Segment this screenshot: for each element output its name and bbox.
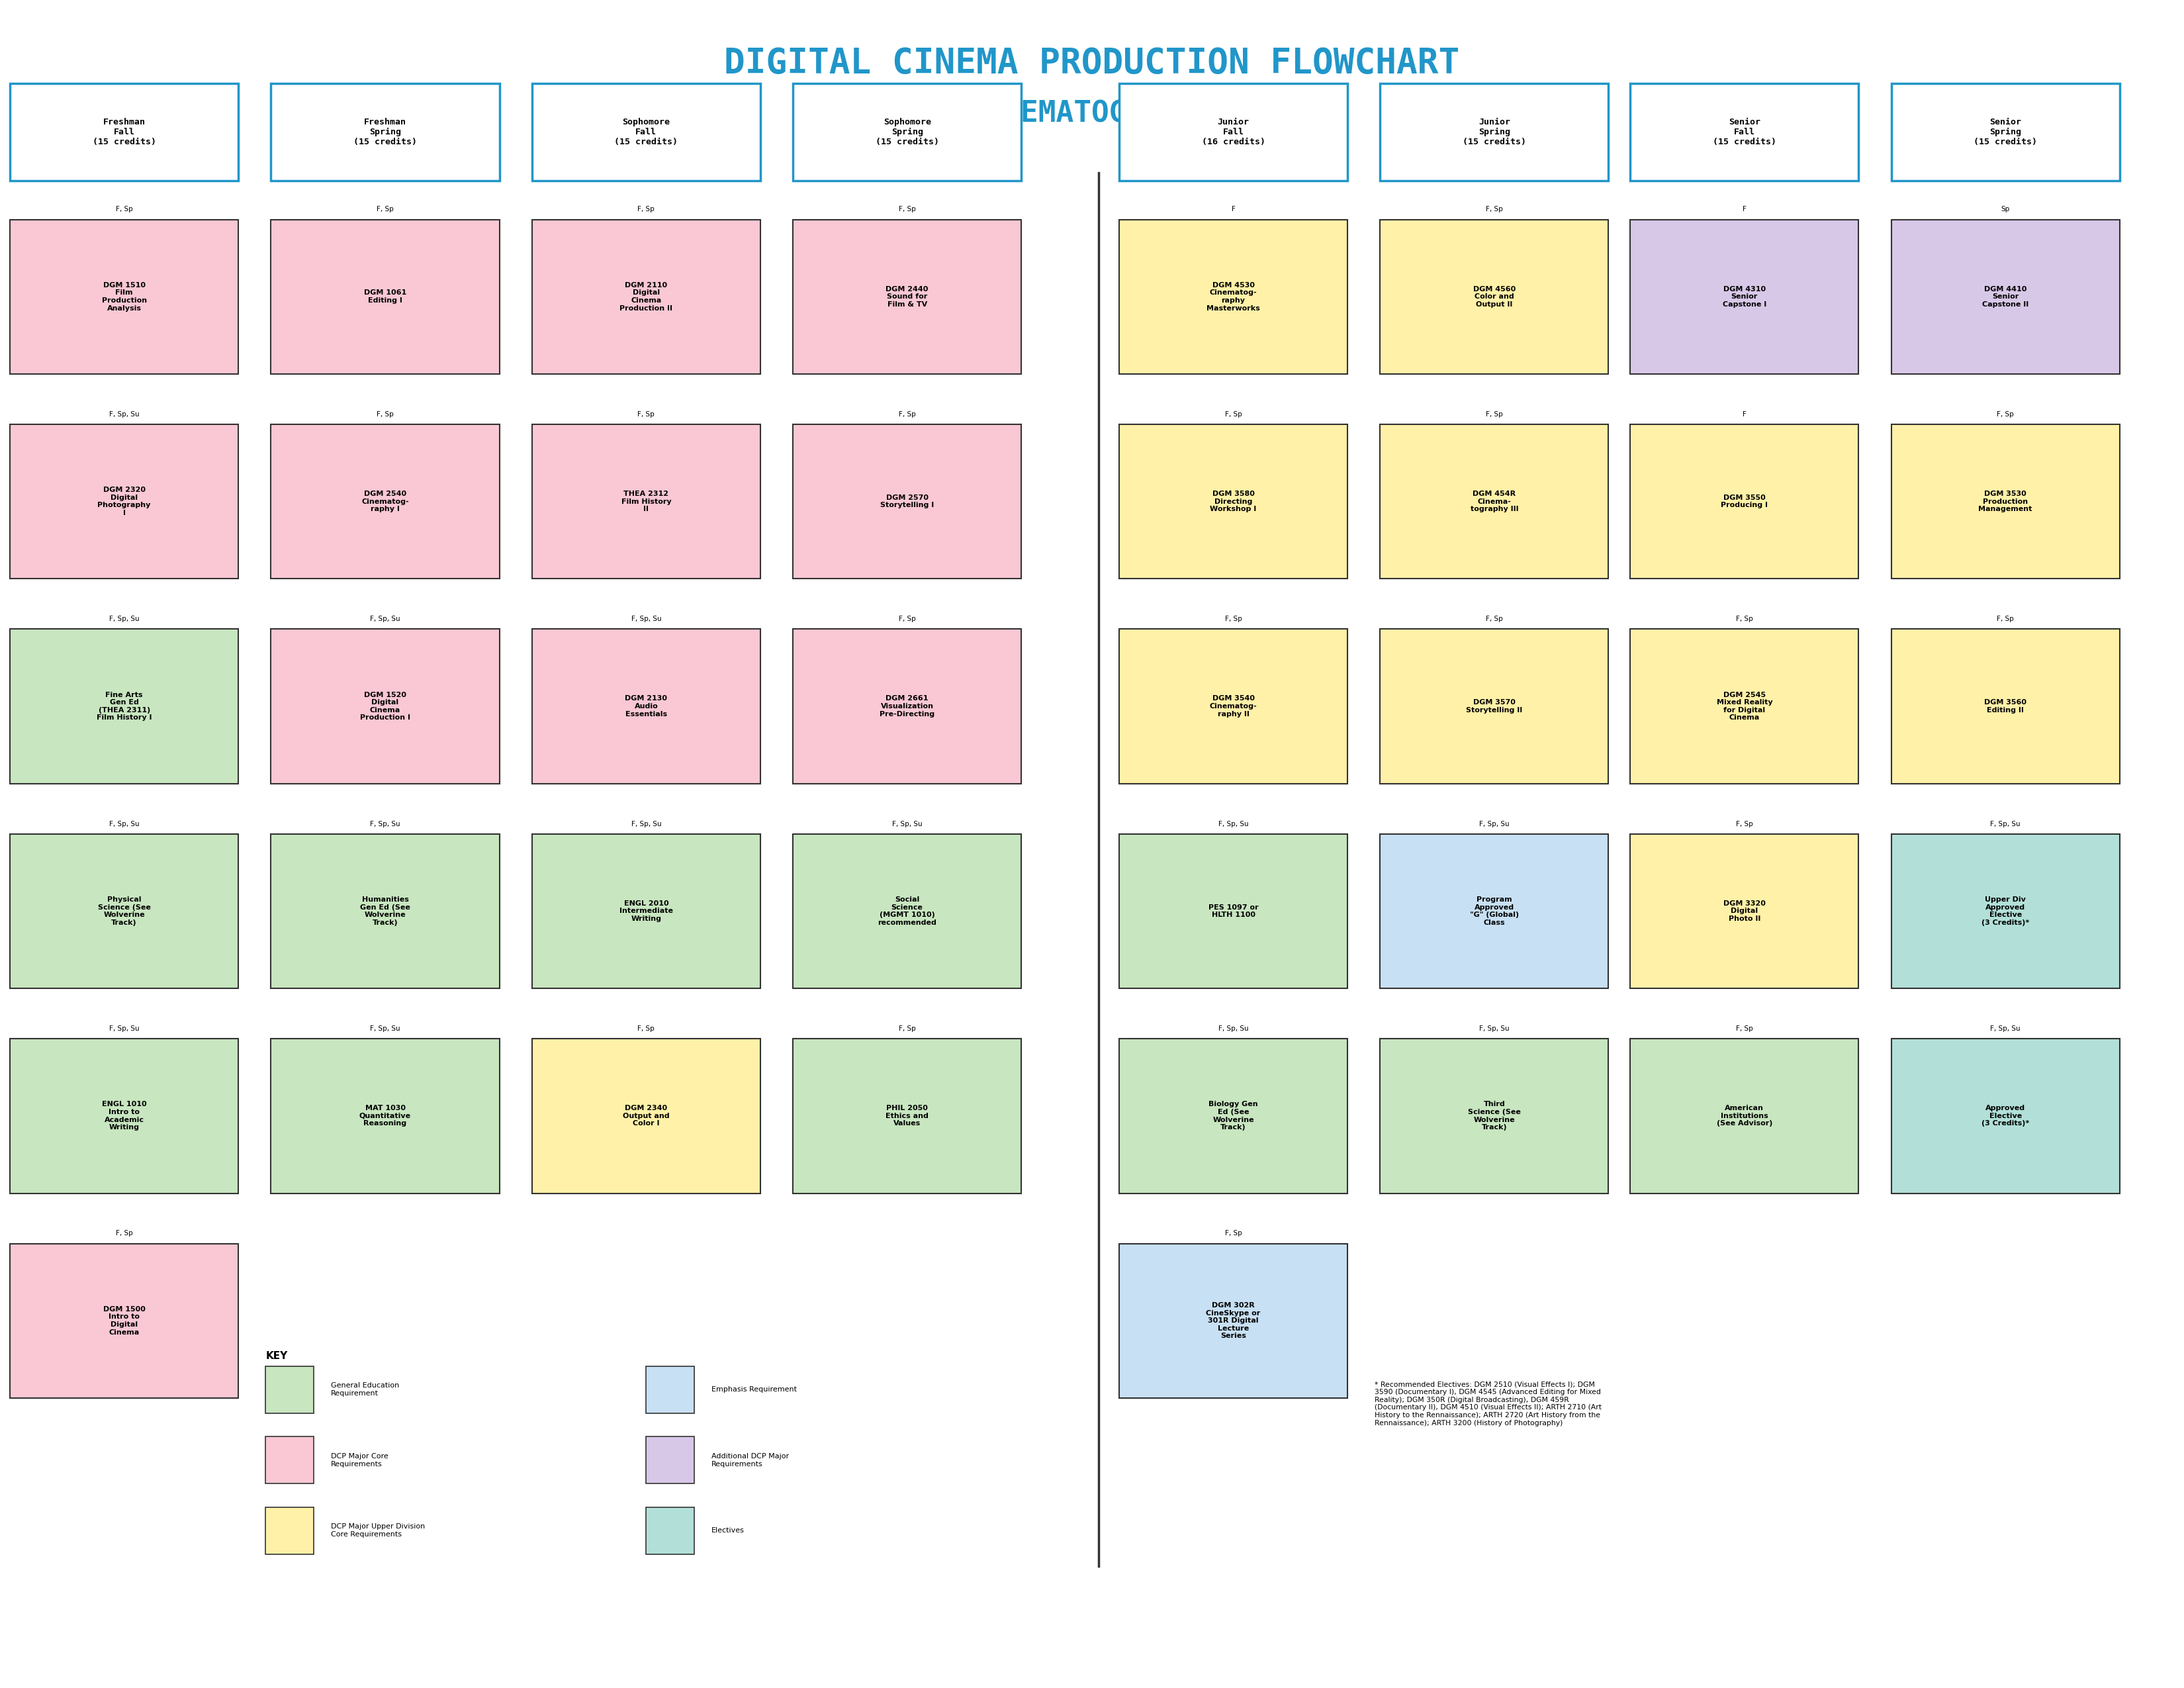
Text: F, Sp, Su: F, Sp, Su [1479, 1025, 1509, 1031]
FancyBboxPatch shape [271, 834, 500, 989]
Text: DGM 1061
Editing I: DGM 1061 Editing I [365, 290, 406, 304]
Text: DGM 2661
Visualization
Pre-Directing: DGM 2661 Visualization Pre-Directing [880, 695, 935, 717]
FancyBboxPatch shape [1118, 424, 1348, 579]
Text: DGM 2540
Cinematog-
raphy I: DGM 2540 Cinematog- raphy I [363, 491, 408, 513]
Text: PHIL 2050
Ethics and
Values: PHIL 2050 Ethics and Values [887, 1106, 928, 1128]
FancyBboxPatch shape [271, 630, 500, 783]
FancyBboxPatch shape [793, 83, 1022, 181]
Text: F, Sp: F, Sp [898, 616, 915, 623]
Text: DGM 3560
Editing II: DGM 3560 Editing II [1985, 699, 2027, 714]
Text: DGM 2130
Audio
Essentials: DGM 2130 Audio Essentials [625, 695, 668, 717]
FancyBboxPatch shape [1118, 1244, 1348, 1398]
Text: F, Sp: F, Sp [638, 1025, 655, 1031]
Text: Physical
Science (See
Wolverine
Track): Physical Science (See Wolverine Track) [98, 896, 151, 927]
Text: F, Sp: F, Sp [898, 206, 915, 213]
FancyBboxPatch shape [11, 834, 238, 989]
Text: MAT 1030
Quantitative
Reasoning: MAT 1030 Quantitative Reasoning [360, 1106, 411, 1128]
Text: F, Sp, Su: F, Sp, Su [631, 820, 662, 827]
Text: DCP Major Core
Requirements: DCP Major Core Requirements [330, 1453, 389, 1467]
Text: DGM 2320
Digital
Photography
I: DGM 2320 Digital Photography I [98, 486, 151, 517]
FancyBboxPatch shape [646, 1366, 695, 1413]
Text: F, Sp: F, Sp [376, 410, 393, 417]
FancyBboxPatch shape [1380, 834, 1610, 989]
Text: Senior
Fall
(15 credits): Senior Fall (15 credits) [1712, 118, 1776, 147]
Text: F, Sp, Su: F, Sp, Su [1990, 1025, 2020, 1031]
Text: F, Sp: F, Sp [1736, 1025, 1754, 1031]
FancyBboxPatch shape [1891, 424, 2121, 579]
Text: DGM 4310
Senior
Capstone I: DGM 4310 Senior Capstone I [1723, 285, 1767, 307]
FancyBboxPatch shape [266, 1436, 314, 1484]
FancyBboxPatch shape [793, 1038, 1022, 1193]
FancyBboxPatch shape [1891, 630, 2121, 783]
Text: F: F [1743, 206, 1747, 213]
Text: DGM 1500
Intro to
Digital
Cinema: DGM 1500 Intro to Digital Cinema [103, 1307, 146, 1335]
FancyBboxPatch shape [271, 424, 500, 579]
Text: DGM 3540
Cinematog-
raphy II: DGM 3540 Cinematog- raphy II [1210, 695, 1258, 717]
Text: Upper Div
Approved
Elective
(3 Credits)*: Upper Div Approved Elective (3 Credits)* [1981, 896, 2029, 927]
Text: Approved
Elective
(3 Credits)*: Approved Elective (3 Credits)* [1981, 1106, 2029, 1128]
FancyBboxPatch shape [793, 630, 1022, 783]
FancyBboxPatch shape [11, 630, 238, 783]
Text: F, Sp: F, Sp [898, 410, 915, 417]
Text: F, Sp: F, Sp [1996, 410, 2014, 417]
Text: Third
Science (See
Wolverine
Track): Third Science (See Wolverine Track) [1468, 1101, 1520, 1131]
Text: DGM 4560
Color and
Output II: DGM 4560 Color and Output II [1472, 285, 1516, 307]
Text: DGM 2340
Output and
Color I: DGM 2340 Output and Color I [622, 1106, 670, 1128]
Text: F, Sp, Su: F, Sp, Su [109, 616, 140, 623]
FancyBboxPatch shape [1891, 219, 2121, 375]
Text: Junior
Fall
(16 credits): Junior Fall (16 credits) [1201, 118, 1265, 147]
Text: F, Sp, Su: F, Sp, Su [109, 1025, 140, 1031]
Text: DGM 3530
Production
Management: DGM 3530 Production Management [1979, 491, 2033, 513]
Text: F, Sp, Su: F, Sp, Su [1219, 1025, 1249, 1031]
Text: THEA 2312
Film History
II: THEA 2312 Film History II [620, 491, 670, 513]
Text: F, Sp, Su: F, Sp, Su [891, 820, 922, 827]
Text: Electives: Electives [712, 1528, 745, 1534]
Text: F, Sp, Su: F, Sp, Su [109, 410, 140, 417]
FancyBboxPatch shape [646, 1436, 695, 1484]
FancyBboxPatch shape [1891, 83, 2121, 181]
Text: F, Sp: F, Sp [376, 206, 393, 213]
Text: F, Sp, Su: F, Sp, Su [1479, 820, 1509, 827]
Text: DGM 2440
Sound for
Film & TV: DGM 2440 Sound for Film & TV [887, 285, 928, 307]
Text: F, Sp: F, Sp [1736, 820, 1754, 827]
FancyBboxPatch shape [1118, 630, 1348, 783]
Text: Sophomore
Spring
(15 credits): Sophomore Spring (15 credits) [876, 118, 939, 147]
FancyBboxPatch shape [1380, 219, 1610, 375]
Text: Senior
Spring
(15 credits): Senior Spring (15 credits) [1974, 118, 2038, 147]
Text: Freshman
Fall
(15 credits): Freshman Fall (15 credits) [92, 118, 155, 147]
Text: Sp: Sp [2001, 206, 2009, 213]
Text: American
Institutions
(See Advisor): American Institutions (See Advisor) [1717, 1106, 1773, 1128]
FancyBboxPatch shape [1891, 1038, 2121, 1193]
Text: F, Sp, Su: F, Sp, Su [631, 616, 662, 623]
Text: F, Sp: F, Sp [638, 206, 655, 213]
Text: DGM 3570
Storytelling II: DGM 3570 Storytelling II [1465, 699, 1522, 714]
FancyBboxPatch shape [1629, 83, 1859, 181]
Text: DIGITAL CINEMA PRODUCTION FLOWCHART: DIGITAL CINEMA PRODUCTION FLOWCHART [725, 46, 1459, 81]
FancyBboxPatch shape [11, 219, 238, 375]
FancyBboxPatch shape [271, 219, 500, 375]
Text: F, Sp, Su: F, Sp, Su [1219, 820, 1249, 827]
Text: Social
Science
(MGMT 1010)
recommended: Social Science (MGMT 1010) recommended [878, 896, 937, 927]
Text: F, Sp: F, Sp [1485, 616, 1503, 623]
Text: DGM 3550
Producing I: DGM 3550 Producing I [1721, 495, 1767, 508]
FancyBboxPatch shape [533, 219, 760, 375]
FancyBboxPatch shape [533, 424, 760, 579]
Text: Biology Gen
Ed (See
Wolverine
Track): Biology Gen Ed (See Wolverine Track) [1208, 1101, 1258, 1131]
Text: ENGL 2010
Intermediate
Writing: ENGL 2010 Intermediate Writing [620, 900, 673, 922]
Text: Emphasis Requirement: Emphasis Requirement [712, 1386, 797, 1393]
FancyBboxPatch shape [1380, 83, 1610, 181]
FancyBboxPatch shape [266, 1366, 314, 1413]
FancyBboxPatch shape [533, 630, 760, 783]
Text: F, Sp, Su: F, Sp, Su [1990, 820, 2020, 827]
Text: DGM 1510
Film
Production
Analysis: DGM 1510 Film Production Analysis [103, 282, 146, 312]
Text: General Education
Requirement: General Education Requirement [330, 1382, 400, 1396]
FancyBboxPatch shape [1118, 1038, 1348, 1193]
Text: F, Sp: F, Sp [1485, 206, 1503, 213]
FancyBboxPatch shape [1629, 630, 1859, 783]
Text: F, Sp, Su: F, Sp, Su [369, 820, 400, 827]
FancyBboxPatch shape [1380, 424, 1610, 579]
Text: DGM 4410
Senior
Capstone II: DGM 4410 Senior Capstone II [1983, 285, 2029, 307]
Text: DCP Major Upper Division
Core Requirements: DCP Major Upper Division Core Requiremen… [330, 1524, 426, 1538]
FancyBboxPatch shape [271, 83, 500, 181]
Text: DGM 2110
Digital
Cinema
Production II: DGM 2110 Digital Cinema Production II [620, 282, 673, 312]
